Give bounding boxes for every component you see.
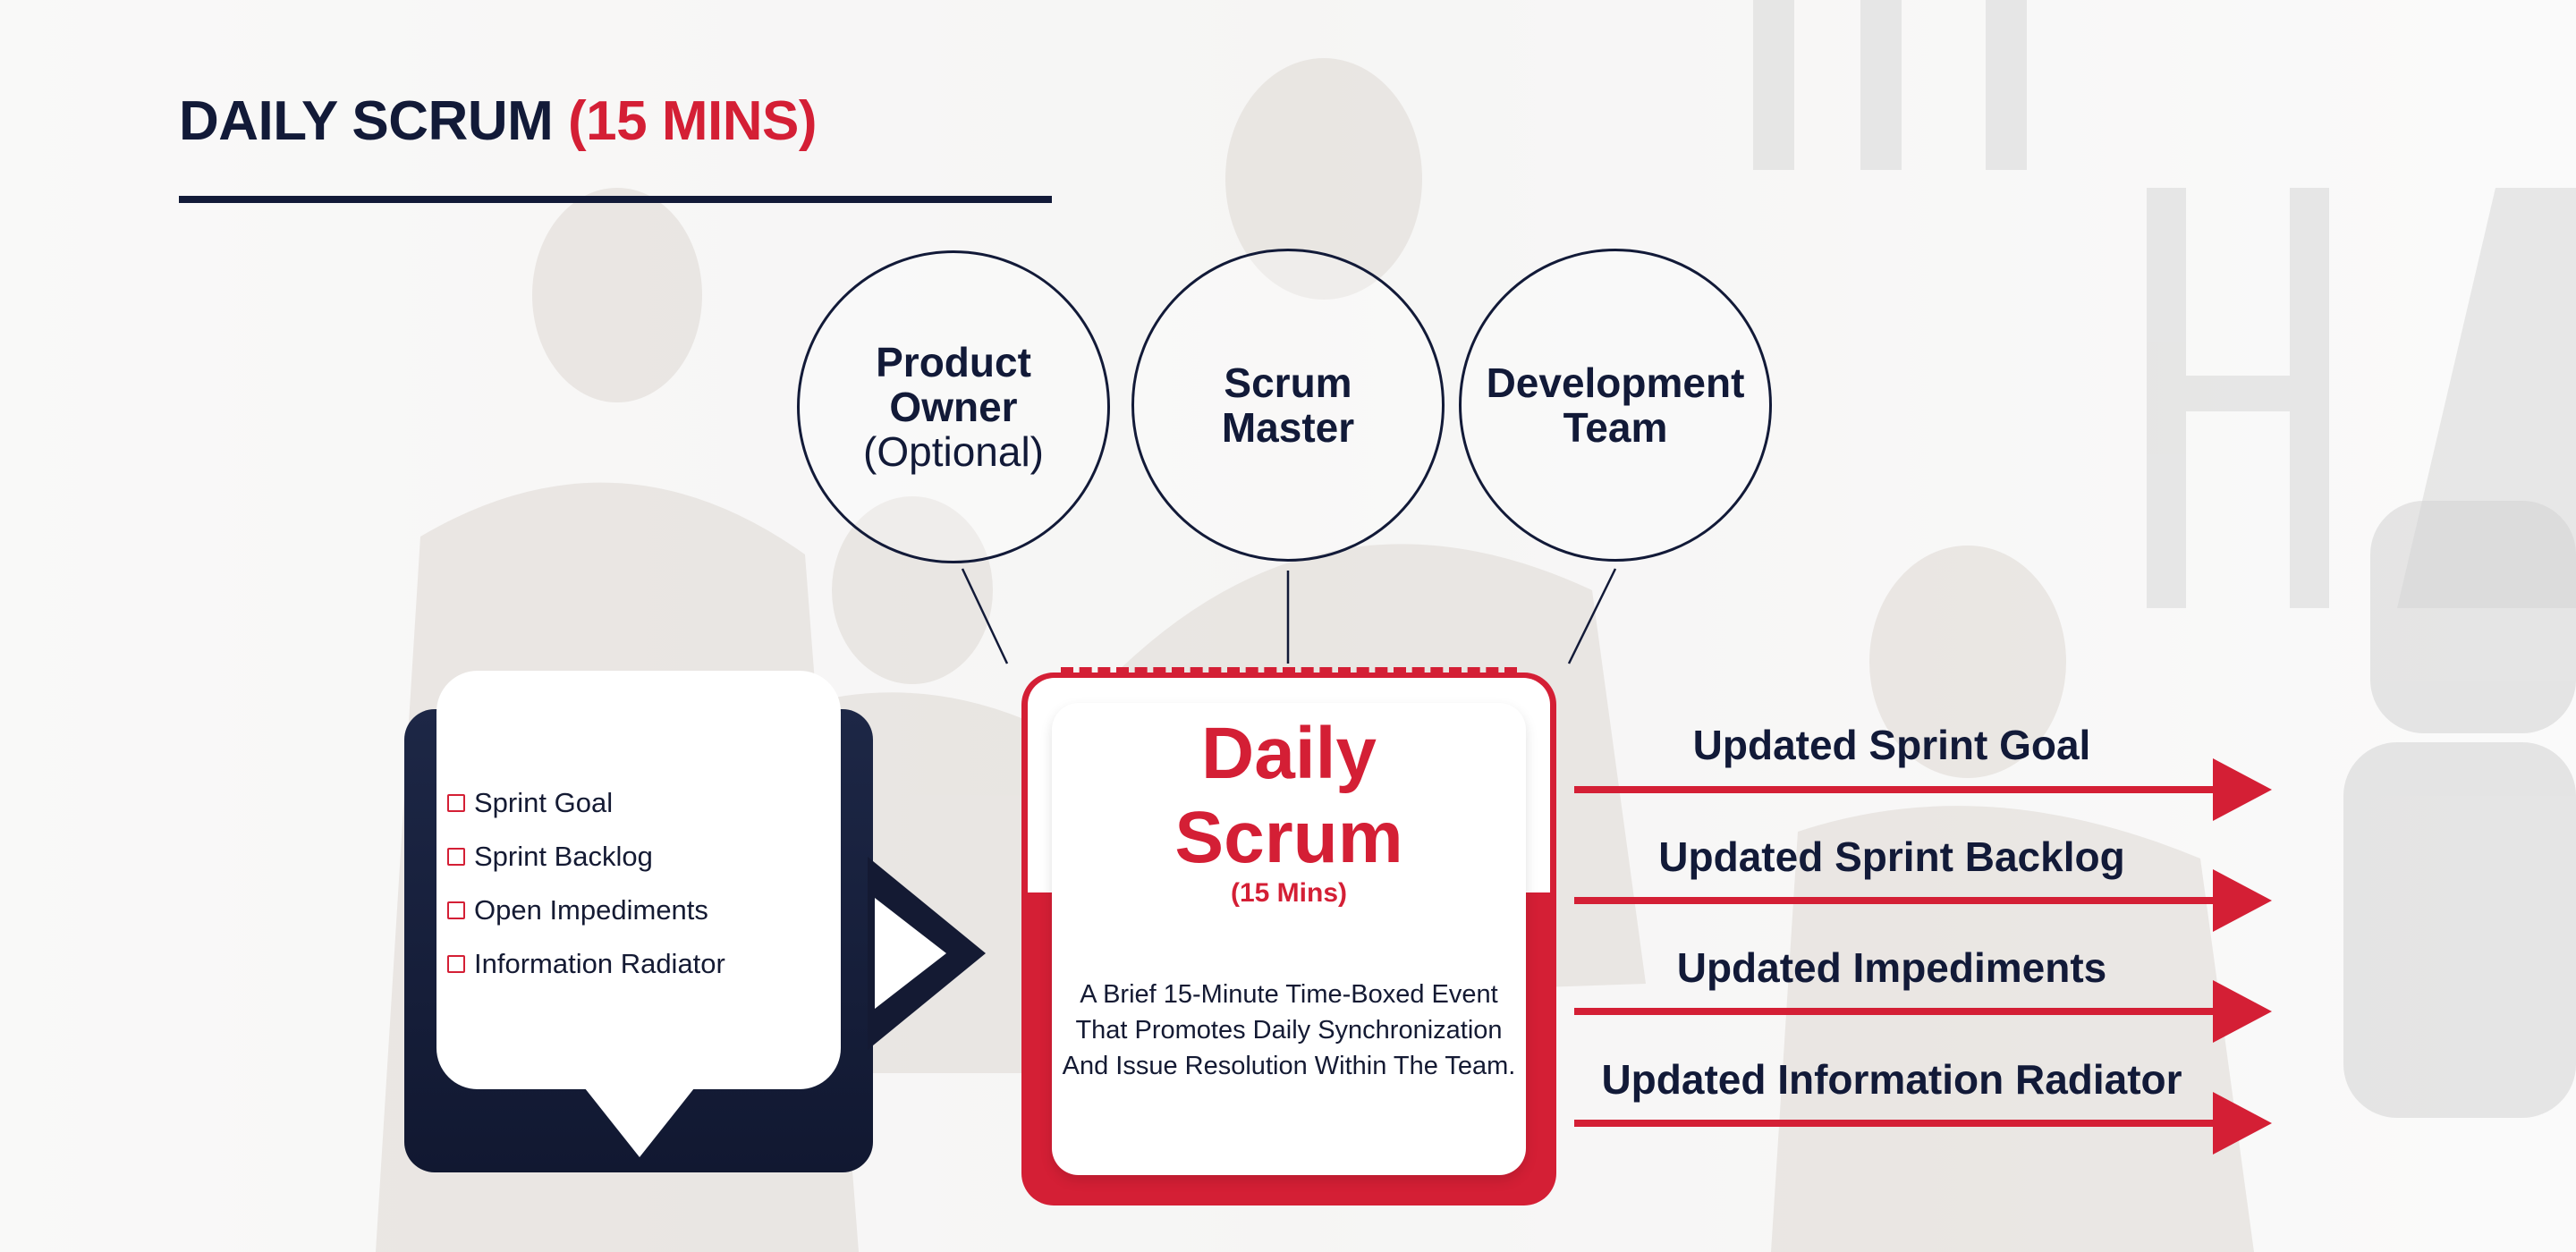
output-label: Updated Sprint Goal [1692,722,2091,768]
output-label: Updated Information Radiator [1601,1056,2182,1103]
input-label: Open Impediments [474,894,708,926]
inputs-list: Sprint Goal Sprint Backlog Open Impedime… [447,776,841,991]
list-item: Sprint Backlog [447,830,841,884]
role-title: Development [1486,360,1745,406]
inputs-bubble [436,671,841,1089]
output-arrow [1574,758,2272,821]
role-title: Scrum [1224,360,1352,406]
title-main: DAILY SCRUM [179,90,554,152]
event-description: A Brief 15-Minute Time-Boxed Event That … [1062,980,1516,1080]
checkbox-icon [447,848,465,866]
output-arrow [1574,1092,2272,1155]
event-title-line: Scrum [1174,797,1403,878]
event-title: Daily Scrum [1052,712,1526,880]
input-label: Information Radiator [474,948,725,979]
input-label: Sprint Backlog [474,841,653,872]
output-label: Updated Impediments [1676,944,2107,991]
title-underline [179,196,1052,203]
input-label: Sprint Goal [474,787,614,818]
event-card-dashed-edge [1061,667,1517,673]
checkbox-icon [447,794,465,812]
list-item: Information Radiator [447,937,841,991]
role-title: Owner [889,384,1018,430]
event-card [1052,703,1526,1175]
role-note: (Optional) [863,428,1044,475]
role-circle-development-team: Development Team [1459,249,1772,562]
title-duration: (15 MINS) [567,90,817,152]
event-duration: (15 Mins) [1230,878,1348,908]
output-arrow [1574,980,2272,1043]
role-title: Master [1221,404,1355,451]
role-title: Product [876,339,1031,385]
list-item: Sprint Goal [447,776,841,830]
page-title: DAILY SCRUM (15 MINS) [179,89,817,153]
event-title-line: Daily [1201,713,1377,794]
checkbox-icon [447,901,465,919]
output-label: Updated Sprint Backlog [1658,833,2125,880]
output-arrow [1574,869,2272,932]
list-item: Open Impediments [447,884,841,937]
role-circle-scrum-master: Scrum Master [1131,249,1445,562]
role-title: Team [1563,404,1668,451]
checkbox-icon [447,955,465,973]
role-circle-product-owner: Product Owner (Optional) [797,250,1110,563]
